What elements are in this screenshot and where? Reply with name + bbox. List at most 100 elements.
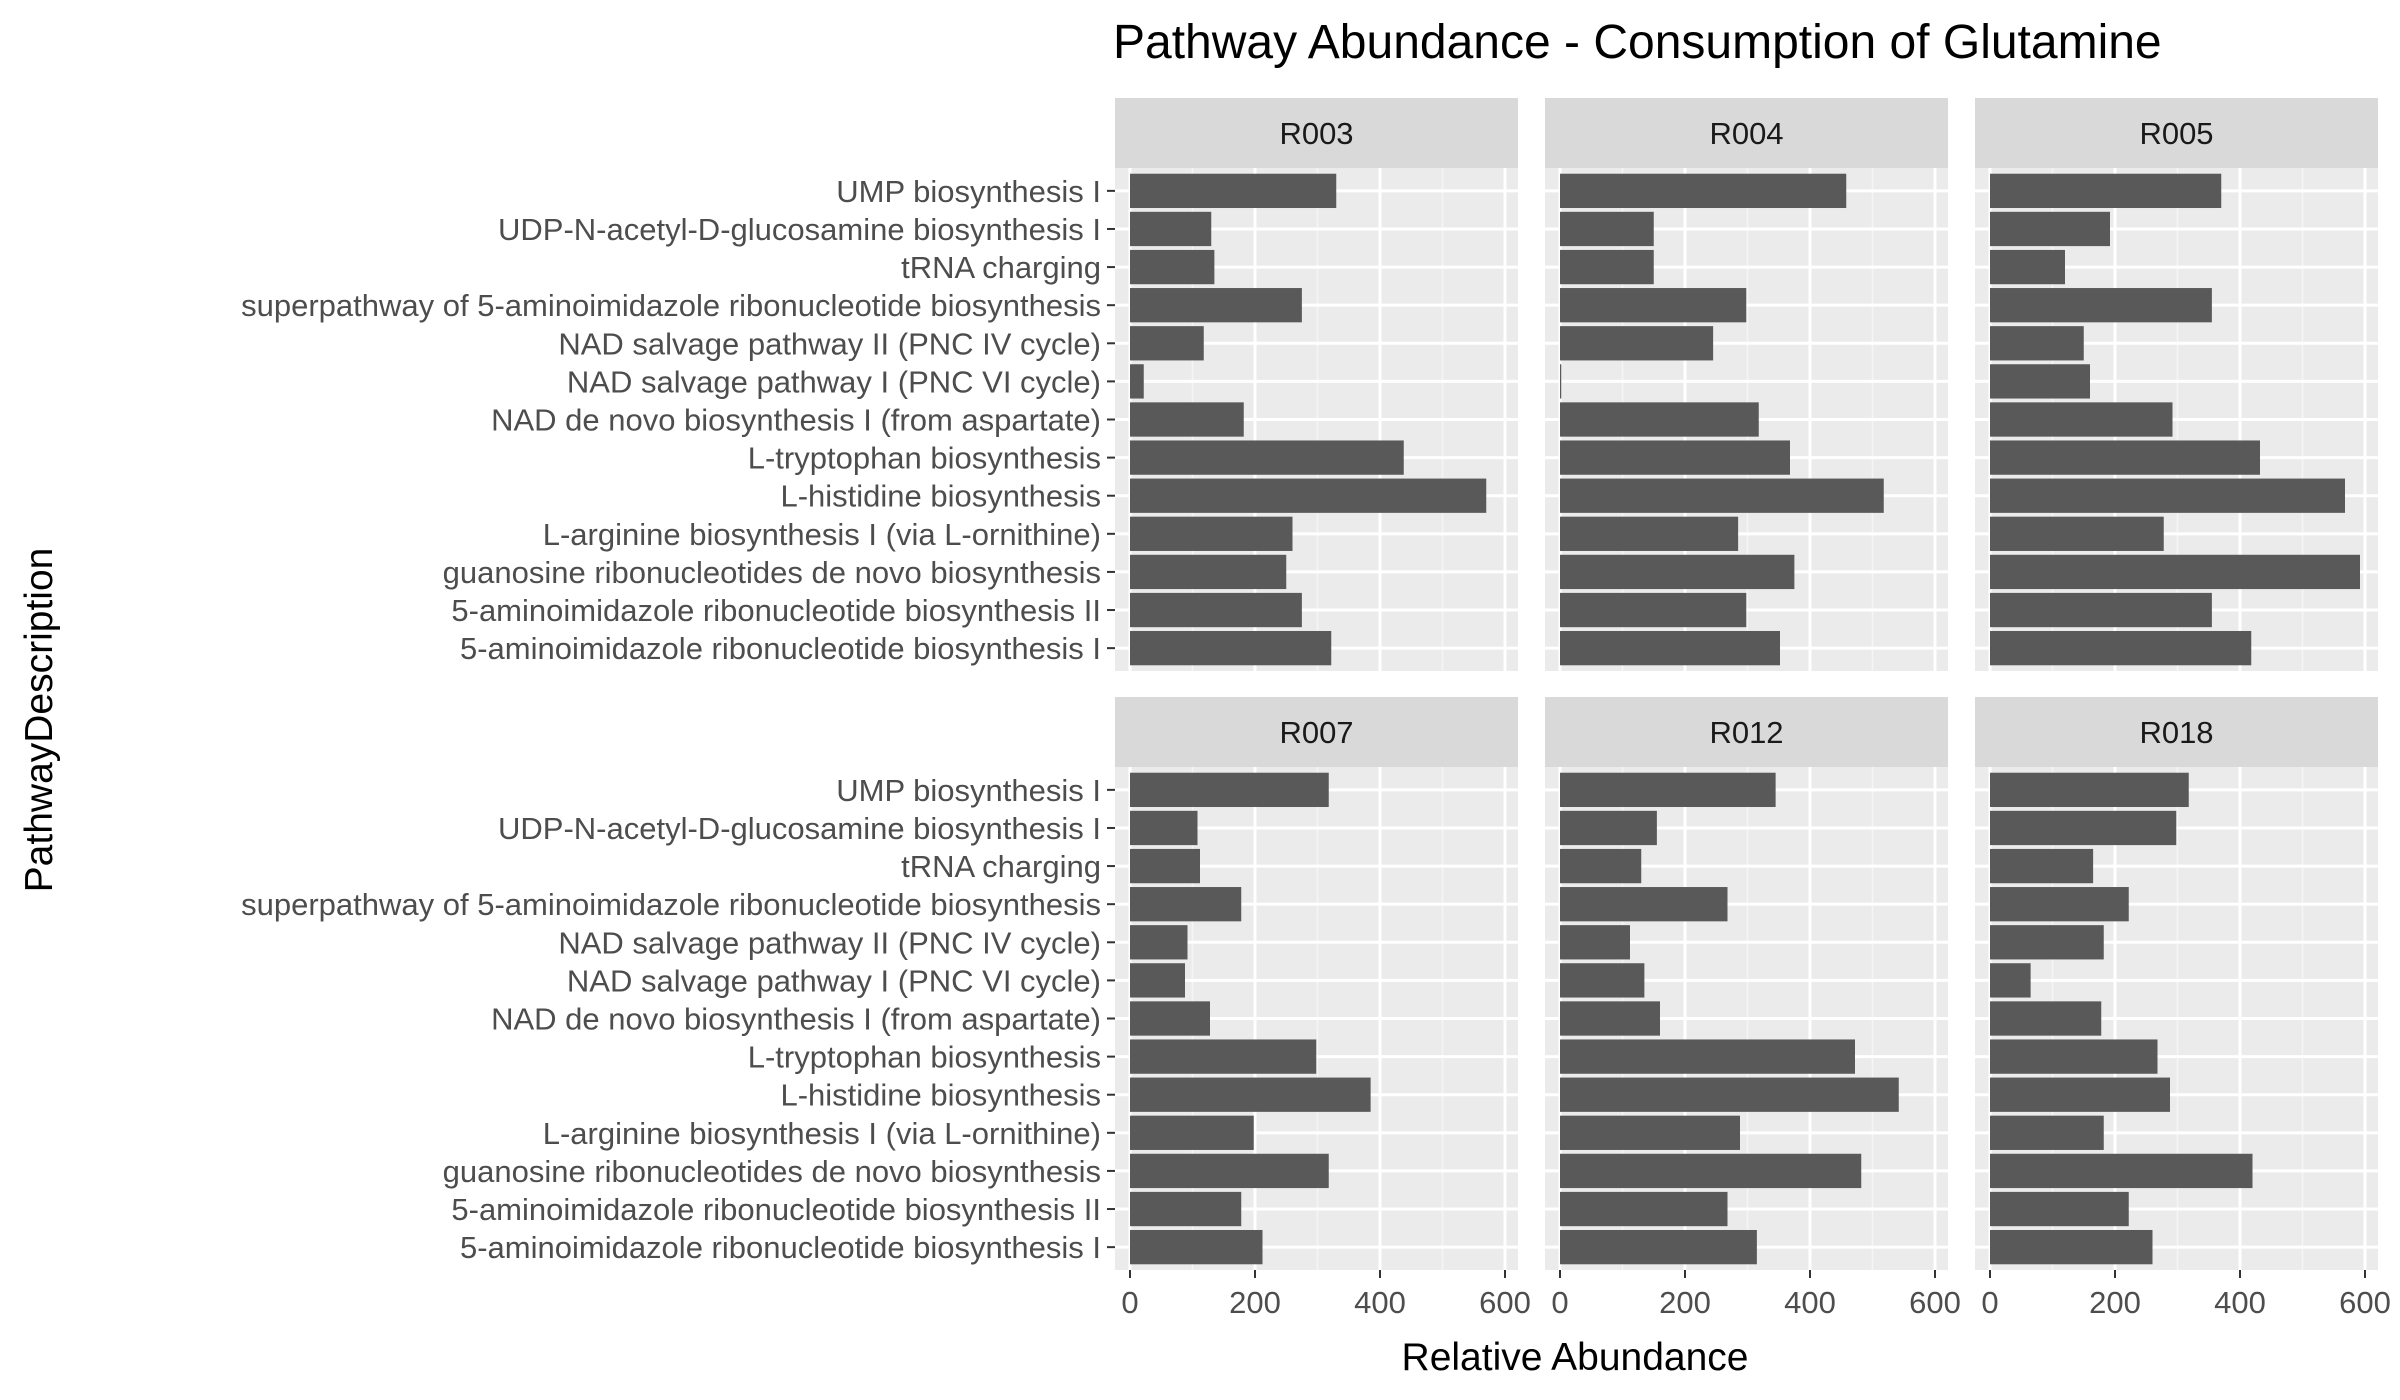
- bar: [1130, 173, 1337, 209]
- bar: [1130, 554, 1287, 590]
- bar: [1130, 288, 1302, 323]
- bar: [1130, 1039, 1317, 1074]
- category-label: L-histidine biosynthesis: [780, 479, 1101, 514]
- category-label: 5-aminoimidazole ribonucleotide biosynth…: [451, 593, 1101, 628]
- category-label: UDP-N-acetyl-D-glucosamine biosynthesis …: [498, 811, 1101, 846]
- bar: [1990, 1191, 2129, 1227]
- bar: [1560, 630, 1780, 666]
- facet-panel-r012: R012 0 200 400 600: [1545, 697, 1961, 1320]
- category-label: UMP biosynthesis I: [836, 773, 1101, 808]
- bar: [1130, 1077, 1371, 1112]
- category-label: NAD salvage pathway II (PNC IV cycle): [558, 925, 1101, 960]
- category-label: NAD de novo biosynthesis I (from asparta…: [491, 403, 1101, 438]
- x-tick-label: 600: [2339, 1285, 2391, 1320]
- bar: [1130, 1153, 1329, 1189]
- facet-strip: [1975, 98, 2378, 168]
- bar: [1560, 592, 1747, 628]
- bar: [1990, 249, 2065, 285]
- bar: [1990, 516, 2164, 551]
- category-label: tRNA charging: [901, 849, 1101, 884]
- x-tick-label: 200: [1659, 1285, 1711, 1320]
- bar: [1130, 326, 1204, 361]
- bar: [1130, 592, 1302, 628]
- facet-strip-label: R012: [1709, 715, 1783, 750]
- bar: [1990, 402, 2173, 437]
- bar: [1560, 1001, 1660, 1036]
- bar: [1130, 848, 1200, 884]
- bar: [1130, 478, 1487, 513]
- x-tick-label: 0: [1551, 1285, 1568, 1320]
- category-label: L-tryptophan biosynthesis: [748, 1040, 1101, 1075]
- facet-strip-label: R005: [2139, 116, 2213, 151]
- bar: [1560, 1077, 1899, 1112]
- bar: [1130, 1191, 1242, 1227]
- bar: [1560, 554, 1795, 590]
- facet-panel-r007: R007 UMP biosynthesis IUDP-N-acetyl-D-glu…: [241, 697, 1531, 1320]
- category-label: UMP biosynthesis I: [836, 174, 1101, 209]
- bar: [1560, 326, 1714, 361]
- category-label: NAD salvage pathway I (PNC VI cycle): [567, 963, 1101, 998]
- bar: [1130, 364, 1144, 399]
- bar: [1130, 630, 1332, 666]
- x-tick-label: 200: [2089, 1285, 2141, 1320]
- category-label: guanosine ribonucleotides de novo biosyn…: [443, 555, 1101, 590]
- category-label: 5-aminoimidazole ribonucleotide biosynth…: [460, 1230, 1101, 1265]
- bar: [1560, 1153, 1862, 1189]
- facet-strip: [1975, 697, 2378, 767]
- bar: [1130, 810, 1198, 846]
- category-label: guanosine ribonucleotides de novo biosyn…: [443, 1154, 1101, 1189]
- facet-panel-r003: R003 UMP biosynthesis IUDP-N-acetyl-D-glu…: [241, 98, 1518, 671]
- category-label: NAD salvage pathway II (PNC IV cycle): [558, 326, 1101, 361]
- x-tick-label: 400: [1784, 1285, 1836, 1320]
- bar: [1990, 887, 2129, 922]
- bar: [1560, 249, 1654, 285]
- y-axis-title: PathwayDescription: [18, 548, 61, 893]
- bar: [1990, 1115, 2104, 1150]
- bar: [1990, 772, 2189, 808]
- bar: [1990, 364, 2090, 399]
- x-tick-label: 400: [2214, 1285, 2266, 1320]
- bar: [1560, 173, 1847, 209]
- x-tick-label: 0: [1981, 1285, 1998, 1320]
- facet-panel-r004: R004: [1545, 98, 1948, 671]
- bar: [1130, 772, 1329, 808]
- bar: [1560, 887, 1728, 922]
- category-label: NAD de novo biosynthesis I (from asparta…: [491, 1002, 1101, 1037]
- x-tick-label: 200: [1229, 1285, 1281, 1320]
- category-label: UDP-N-acetyl-D-glucosamine biosynthesis …: [498, 212, 1101, 247]
- bar: [1560, 211, 1654, 247]
- x-tick-label: 0: [1121, 1285, 1138, 1320]
- facet-strip: [1545, 98, 1948, 168]
- category-label: tRNA charging: [901, 250, 1101, 285]
- bar: [1130, 249, 1215, 285]
- bar: [1560, 1039, 1855, 1074]
- facet-strip-label: R004: [1709, 116, 1783, 151]
- category-label: L-histidine biosynthesis: [780, 1078, 1101, 1113]
- facet-strip: [1115, 697, 1518, 767]
- bar: [1560, 848, 1642, 884]
- bar: [1560, 516, 1739, 551]
- bar: [1130, 963, 1185, 998]
- bar: [1990, 1039, 2158, 1074]
- bar: [1990, 288, 2212, 323]
- facet-panel-r018: R018 0 200 400 600: [1975, 697, 2391, 1320]
- facet-panel-r005: R005: [1975, 98, 2378, 671]
- bar: [1130, 211, 1212, 247]
- bar: [1130, 925, 1188, 960]
- bar: [1130, 440, 1404, 475]
- bar: [1130, 1115, 1254, 1150]
- bar: [1990, 630, 2252, 666]
- facet-strip-label: R003: [1279, 116, 1353, 151]
- bar: [1990, 810, 2177, 846]
- bar: [1560, 364, 1562, 399]
- x-tick-label: 600: [1909, 1285, 1961, 1320]
- bar: [1990, 1077, 2170, 1112]
- bar: [1560, 1229, 1757, 1265]
- bar: [1560, 925, 1630, 960]
- bar: [1130, 1229, 1263, 1265]
- facet-strip: [1115, 98, 1518, 168]
- bar: [1990, 1153, 2253, 1189]
